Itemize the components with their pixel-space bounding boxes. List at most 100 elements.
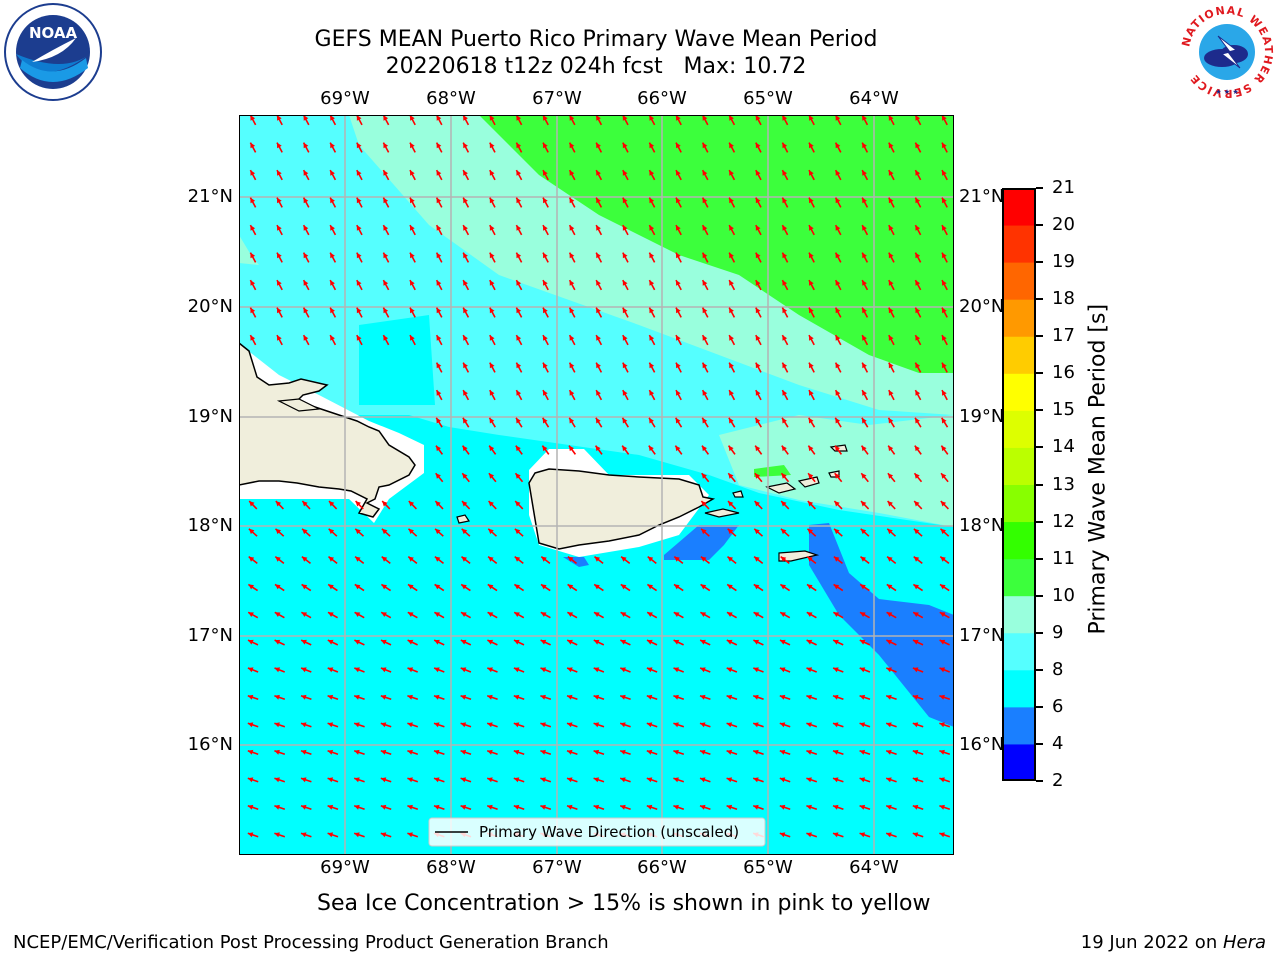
colorbar-tick-label: 14 <box>1052 436 1075 458</box>
colorbar-segment <box>1002 484 1036 523</box>
wave-direction-arrow <box>701 142 709 153</box>
wave-direction-arrow <box>460 804 472 810</box>
colorbar-tick-mark <box>1036 557 1043 560</box>
wave-direction-arrow <box>486 749 498 755</box>
wave-direction-arrow <box>675 169 682 181</box>
wave-direction-arrow <box>941 389 948 401</box>
wave-direction-arrow <box>276 334 283 346</box>
wave-direction-arrow <box>832 667 844 673</box>
wave-direction-arrow <box>407 777 419 783</box>
wave-direction-arrow <box>515 334 523 346</box>
colorbar-segment <box>1002 336 1036 374</box>
wave-direction-arrow <box>754 417 762 428</box>
wave-direction-arrow <box>781 417 789 428</box>
wave-direction-arrow <box>941 307 948 318</box>
wave-direction-arrow <box>302 224 310 236</box>
wave-direction-arrow <box>356 169 363 181</box>
colorbar-frame <box>1002 188 1036 781</box>
wave-direction-arrow <box>808 279 815 291</box>
wave-direction-arrow <box>728 389 736 401</box>
wave-direction-arrow <box>808 334 815 346</box>
wave-direction-arrow <box>382 169 390 181</box>
colorbar-segment <box>1002 262 1036 300</box>
wave-direction-arrow <box>939 749 951 755</box>
sea-ice-caption: Sea Ice Concentration > 15% is shown in … <box>317 891 931 916</box>
period-9-10-west-patch <box>239 235 259 265</box>
wave-direction-arrow <box>781 169 789 181</box>
wave-direction-arrow <box>489 142 496 153</box>
wave-direction-arrow <box>276 169 283 181</box>
wave-direction-arrow <box>726 639 738 646</box>
wave-direction-arrow <box>540 694 552 700</box>
wave-direction-arrow <box>276 279 283 291</box>
wave-direction-arrow <box>409 279 416 291</box>
wave-direction-arrow <box>380 749 392 755</box>
wave-direction-arrow <box>754 472 763 483</box>
wave-direction-arrow <box>808 362 815 373</box>
wave-direction-arrow <box>622 197 629 208</box>
wave-direction-arrow <box>274 639 285 646</box>
wave-direction-arrow <box>701 115 709 126</box>
wave-direction-arrow <box>701 252 709 263</box>
wave-direction-arrow <box>886 528 897 537</box>
wave-direction-arrow <box>595 389 603 401</box>
wave-direction-arrow <box>781 224 789 236</box>
wave-direction-arrow <box>302 334 310 346</box>
chart-title: GEFS MEAN Puerto Rico Primary Wave Mean … <box>314 27 878 52</box>
wave-direction-arrow <box>460 777 472 783</box>
wave-direction-arrow <box>728 197 736 208</box>
wave-direction-arrow <box>433 639 445 646</box>
wave-direction-arrow <box>356 115 363 126</box>
wave-direction-arrow <box>885 832 897 838</box>
wave-direction-arrow <box>648 142 656 153</box>
wave-direction-arrow <box>912 832 924 838</box>
wave-direction-arrow <box>329 197 337 208</box>
lat-tick-right: 18°N <box>959 515 1005 536</box>
wave-direction-arrow <box>622 362 629 373</box>
wave-direction-arrow <box>249 115 257 126</box>
wave-direction-arrow <box>327 694 339 700</box>
wave-direction-arrow <box>409 334 416 346</box>
wave-direction-arrow <box>781 142 789 153</box>
wave-direction-arrow <box>622 334 629 346</box>
wave-direction-arrow <box>489 389 496 401</box>
wave-direction-arrow <box>914 142 922 153</box>
footer-host: Hera <box>1222 932 1266 953</box>
wave-direction-arrow <box>327 804 339 810</box>
wave-direction-arrow <box>381 555 391 565</box>
wave-direction-arrow <box>595 307 603 318</box>
wave-direction-arrow <box>860 472 869 483</box>
wave-direction-arrow <box>648 224 656 236</box>
colorbar-segment <box>1002 558 1036 597</box>
wave-direction-arrow <box>648 362 656 373</box>
wave-direction-arrow <box>832 832 844 838</box>
colorbar-tick-label: 10 <box>1052 584 1075 606</box>
wave-direction-arrow <box>540 722 552 728</box>
wave-direction-arrow <box>806 555 817 565</box>
wave-direction-arrow <box>941 169 948 181</box>
wave-direction-arrow <box>249 224 257 236</box>
wave-direction-arrow <box>859 694 871 700</box>
wave-direction-arrow <box>914 445 922 455</box>
wave-direction-arrow <box>568 252 576 263</box>
colorbar-segment <box>1002 595 1036 634</box>
wave-direction-arrow <box>302 142 310 153</box>
colorbar-segment <box>1002 373 1036 411</box>
wave-direction-arrow <box>808 142 815 153</box>
wave-direction-arrow <box>701 362 709 373</box>
wave-direction-arrow <box>409 197 416 208</box>
wave-direction-arrow <box>595 334 603 346</box>
wave-direction-arrow <box>726 583 737 592</box>
wave-direction-arrow <box>329 115 337 126</box>
wave-direction-arrow <box>673 583 684 592</box>
wave-direction-arrow <box>728 307 736 318</box>
wave-direction-arrow <box>941 279 948 291</box>
wave-direction-arrow <box>568 362 576 373</box>
wave-direction-arrow <box>274 749 286 755</box>
wave-direction-arrow <box>274 804 286 810</box>
wave-direction-arrow <box>806 804 818 810</box>
wave-direction-arrow <box>382 279 390 291</box>
wave-direction-arrow <box>806 722 818 728</box>
wave-direction-arrow <box>566 804 578 810</box>
noaa-logo-text: NOAA <box>29 24 78 42</box>
